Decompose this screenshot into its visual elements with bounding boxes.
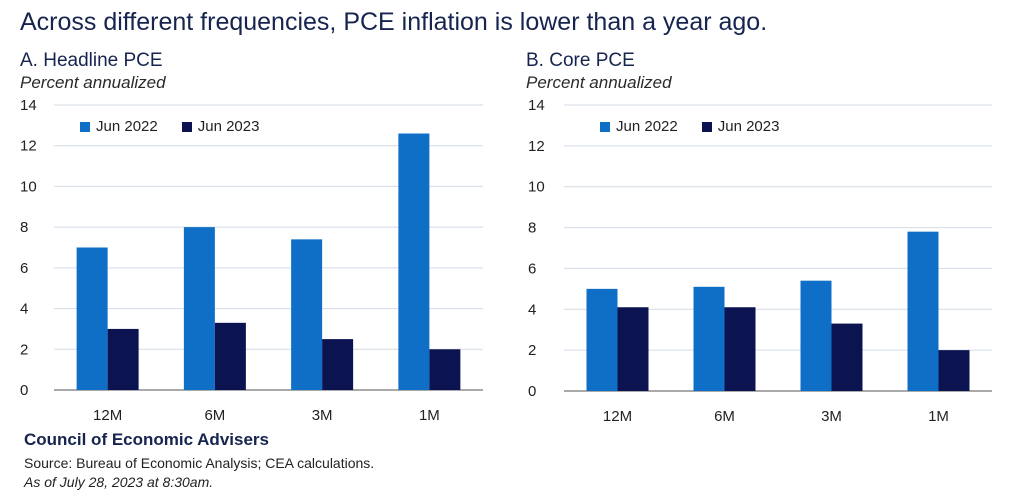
x-tick-label: 1M (928, 408, 949, 425)
x-tick-label: 1M (419, 407, 440, 424)
legend-label-jun2023: Jun 2023 (717, 118, 780, 135)
panel-a-subtitle: Percent annualized (20, 73, 166, 92)
panel-a-legend: Jun 2022 Jun 2023 (80, 118, 283, 135)
bar-jun-2022-3m (291, 239, 323, 390)
legend-item-jun2022: Jun 2022 (80, 118, 158, 135)
x-tick-label: 6M (714, 408, 735, 425)
bar-jun-2022-1m (907, 231, 939, 391)
y-tick-label: 10 (20, 178, 37, 195)
footer-organization: Council of Economic Advisers (24, 430, 269, 449)
panel-b-title: B. Core PCE (526, 50, 635, 71)
x-tick-label: 3M (312, 407, 333, 424)
y-tick-label: 4 (20, 301, 28, 318)
bar-jun-2023-3m (322, 339, 354, 390)
legend-item-jun2023: Jun 2023 (701, 118, 780, 135)
bar-jun-2023-6m (214, 322, 246, 390)
y-tick-label: 6 (528, 260, 536, 277)
legend-label-jun2022: Jun 2022 (616, 118, 678, 135)
x-tick-label: 12M (603, 408, 632, 425)
y-tick-label: 14 (20, 97, 37, 114)
legend-swatch-jun2022 (600, 121, 610, 132)
y-tick-label: 2 (20, 341, 28, 358)
y-tick-label: 0 (528, 383, 536, 400)
legend-item-jun2022: Jun 2022 (600, 118, 678, 135)
bar-jun-2023-3m (831, 323, 863, 391)
legend-swatch-jun2022 (80, 121, 90, 132)
bar-jun-2023-12m (617, 307, 649, 391)
panel-b-subtitle: Percent annualized (526, 73, 672, 92)
panel-a-title: A. Headline PCE (20, 50, 163, 71)
bar-jun-2023-1m (429, 349, 461, 390)
bar-jun-2022-12m (76, 247, 108, 390)
core-pce-chart: 0 2 4 6 8 10 12 14 12M 6M 3M 1M (528, 97, 992, 425)
headline-pce-chart: 0 2 4 6 8 10 12 14 12M 6M 3M 1M (20, 97, 483, 424)
y-tick-label: 0 (20, 382, 28, 399)
bar-jun-2023-6m (724, 307, 756, 391)
bar-jun-2022-6m (693, 286, 725, 391)
x-tick-label: 6M (204, 407, 225, 424)
y-tick-label: 10 (528, 179, 545, 196)
y-tick-label: 8 (20, 219, 28, 236)
y-tick-label: 4 (528, 301, 536, 318)
legend-item-jun2023: Jun 2023 (181, 118, 260, 135)
y-tick-label: 8 (528, 220, 536, 237)
x-tick-label: 12M (93, 407, 122, 424)
y-tick-label: 6 (20, 260, 28, 277)
legend-label-jun2022: Jun 2022 (96, 118, 158, 135)
bar-jun-2022-12m (586, 288, 618, 391)
x-tick-label: 3M (821, 408, 842, 425)
legend-label-jun2023: Jun 2023 (197, 118, 260, 135)
bar-jun-2022-3m (800, 280, 832, 391)
footer-source: Source: Bureau of Economic Analysis; CEA… (24, 455, 375, 471)
y-tick-label: 14 (528, 97, 545, 114)
bar-jun-2023-1m (938, 350, 970, 391)
bar-jun-2022-6m (183, 227, 215, 390)
y-tick-label: 12 (20, 138, 37, 155)
bar-jun-2022-1m (398, 133, 430, 390)
page-title: Across different frequencies, PCE inflat… (20, 8, 768, 36)
y-tick-label: 2 (528, 342, 536, 359)
bar-jun-2023-12m (107, 328, 139, 390)
y-tick-label: 12 (528, 138, 545, 155)
panel-b-legend: Jun 2022 Jun 2023 (600, 118, 803, 135)
legend-swatch-jun2023 (181, 121, 192, 132)
footer-as-of: As of July 28, 2023 at 8:30am. (24, 474, 214, 490)
legend-swatch-jun2023 (701, 121, 712, 132)
